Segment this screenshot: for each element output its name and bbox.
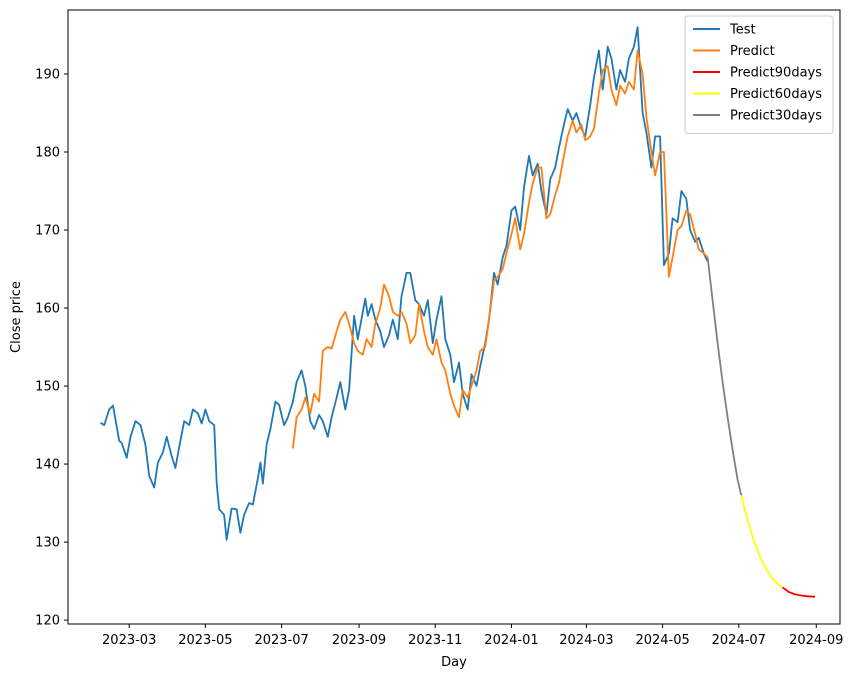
- legend-label-predict30days: Predict30days: [730, 109, 822, 124]
- x-tick-label: 2023-05: [178, 633, 232, 648]
- y-tick-label: 180: [35, 145, 60, 160]
- y-tick-label: 120: [35, 614, 60, 629]
- legend-label-predict90days: Predict90days: [730, 66, 822, 81]
- series-line-predict30days: [706, 257, 743, 496]
- series-line-test: [100, 26, 709, 541]
- y-axis-label: Close price: [9, 281, 24, 353]
- y-tick-label: 160: [35, 302, 60, 317]
- series-line-predict60days: [740, 495, 783, 589]
- x-tick-label: 2024-09: [789, 633, 843, 648]
- y-tick-label: 190: [35, 67, 60, 82]
- y-axis: 120 130 140 150 160 170 180 190: [35, 67, 68, 629]
- legend-label-predict: Predict: [730, 44, 775, 59]
- x-axis: 2023-03 2023-05 2023-07 2023-09 2023-11 2024-…: [102, 624, 843, 648]
- plot-frame: [67, 9, 841, 625]
- x-axis-label: Day: [441, 655, 467, 670]
- y-tick-label: 170: [35, 224, 60, 239]
- series-line-predict90days: [781, 586, 816, 598]
- x-tick-label: 2023-09: [332, 633, 386, 648]
- legend: Test Predict Predict90days Predict60days Pre…: [684, 15, 834, 134]
- x-tick-label: 2023-11: [408, 633, 462, 648]
- y-tick-label: 130: [35, 536, 60, 551]
- x-tick-label: 2024-05: [635, 633, 689, 648]
- legend-box: [684, 15, 834, 134]
- legend-label-predict60days: Predict60days: [730, 87, 822, 102]
- legend-label-test: Test: [729, 23, 756, 38]
- x-tick-label: 2024-01: [484, 633, 538, 648]
- series-line-predict: [292, 49, 709, 449]
- series-layer: [100, 26, 816, 598]
- x-tick-label: 2023-03: [102, 633, 156, 648]
- x-tick-label: 2024-07: [712, 633, 766, 648]
- y-tick-label: 140: [35, 458, 60, 473]
- x-tick-label: 2023-07: [254, 633, 308, 648]
- y-tick-label: 150: [35, 380, 60, 395]
- x-tick-label: 2024-03: [559, 633, 613, 648]
